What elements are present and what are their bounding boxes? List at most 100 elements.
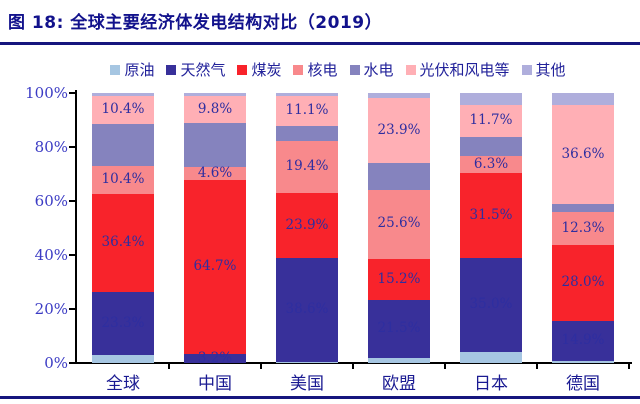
segment-2-6 <box>276 93 338 96</box>
bar-slot-4: 11.7% 6.3% 31.5% 35.0% <box>445 93 537 363</box>
segment-label-1-2: 64.7% <box>193 258 237 275</box>
y-tick-label-1: 20% <box>34 300 68 318</box>
bar-area: 10.4% 10.4% 36.4% 23.3% 9.8% 4.6% 64.7% 3.2% 11.… <box>77 93 629 364</box>
segment-5-4 <box>552 203 614 212</box>
x-tick-5 <box>536 364 538 369</box>
segment-label-2-5: 11.1% <box>285 101 329 118</box>
y-tick-label-3: 60% <box>34 192 68 210</box>
segment-0-3: 10.4% <box>92 165 154 194</box>
segment-5-5: 36.6% <box>552 104 614 204</box>
segment-2-0 <box>276 361 338 363</box>
segment-label-4-3: 6.3% <box>473 155 509 172</box>
segment-label-4-1: 35.0% <box>469 296 513 313</box>
segment-4-4 <box>460 136 522 156</box>
category-label-2: 美国 <box>290 374 324 394</box>
legend-swatch-1 <box>166 64 177 75</box>
legend-item-1: 天然气 <box>166 59 225 80</box>
segment-4-3: 6.3% <box>460 155 522 173</box>
segment-2-3: 19.4% <box>276 140 338 194</box>
legend-item-3: 核电 <box>293 59 338 80</box>
segment-label-1-5: 9.8% <box>197 100 233 117</box>
segment-label-2-1: 38.6% <box>285 301 329 318</box>
segment-2-5: 11.1% <box>276 95 338 126</box>
legend-swatch-3 <box>293 64 304 75</box>
segment-1-2: 64.7% <box>184 179 246 355</box>
segment-label-5-5: 36.6% <box>561 145 605 162</box>
y-tick-2 <box>69 254 76 256</box>
segment-0-2: 36.4% <box>92 193 154 293</box>
bar-slot-5: 36.6% 12.3% 28.0% 14.9% <box>537 93 629 363</box>
segment-5-6 <box>552 93 614 105</box>
segment-3-3: 25.6% <box>368 189 430 259</box>
segment-label-0-2: 36.4% <box>101 234 145 251</box>
legend-label-0: 原油 <box>124 61 155 79</box>
segment-1-3: 4.6% <box>184 166 246 180</box>
segment-label-5-1: 14.9% <box>561 331 605 348</box>
segment-5-0 <box>552 360 614 363</box>
segment-label-3-5: 23.9% <box>377 121 421 138</box>
segment-5-3: 12.3% <box>552 211 614 245</box>
legend-item-6: 其他 <box>521 59 566 80</box>
legend-swatch-6 <box>521 64 532 75</box>
legend-label-6: 其他 <box>535 61 566 79</box>
stacked-bar-2: 11.1% 19.4% 23.9% 38.6% <box>276 93 338 363</box>
segment-4-5: 11.7% <box>460 105 522 137</box>
legend-swatch-4 <box>349 64 360 75</box>
category-label-5: 德国 <box>566 374 600 394</box>
legend-label-5: 光伏和风电等 <box>419 61 510 79</box>
x-tick-1 <box>168 364 170 369</box>
y-tick-1 <box>69 308 76 310</box>
segment-3-4 <box>368 162 430 190</box>
segment-label-0-3: 10.4% <box>101 171 145 188</box>
segment-2-2: 23.9% <box>276 193 338 258</box>
chart-legend: 原油 天然气 煤炭 核电 水电 光伏和风电等 其他 <box>60 59 616 80</box>
y-tick-label-0: 0% <box>44 354 68 372</box>
stacked-bar-1: 9.8% 4.6% 64.7% 3.2% <box>184 93 246 364</box>
segment-label-2-2: 23.9% <box>285 216 329 233</box>
category-label-1: 中国 <box>198 374 232 394</box>
bar-slot-0: 10.4% 10.4% 36.4% 23.3% <box>77 93 169 363</box>
legend-item-0: 原油 <box>110 59 154 80</box>
bar-slot-3: 23.9% 25.6% 15.2% 21.5% <box>353 93 445 363</box>
segment-2-1: 38.6% <box>276 257 338 362</box>
y-tick-5 <box>69 92 76 94</box>
segment-5-1: 14.9% <box>552 320 614 361</box>
segment-label-0-1: 23.3% <box>101 314 145 331</box>
x-axis-labels: 全球 中国 美国 欧盟 日本 德国 <box>77 369 629 394</box>
segment-label-0-5: 10.4% <box>101 100 145 117</box>
segment-3-1: 21.5% <box>368 299 430 358</box>
legend-item-4: 水电 <box>349 59 394 80</box>
legend-swatch-0 <box>110 64 121 75</box>
segment-label-3-1: 21.5% <box>377 320 421 337</box>
x-tick-4 <box>444 364 446 369</box>
segment-4-6 <box>460 93 522 106</box>
x-axis-line <box>70 362 632 364</box>
segment-4-1: 35.0% <box>460 257 522 353</box>
category-label-0: 全球 <box>106 374 140 394</box>
segment-4-0 <box>460 352 522 363</box>
bar-slot-2: 11.1% 19.4% 23.9% 38.6% <box>261 93 353 363</box>
segment-label-3-2: 15.2% <box>377 270 421 287</box>
segment-3-6 <box>368 93 430 99</box>
stacked-bar-3: 23.9% 25.6% 15.2% 21.5% <box>368 93 430 363</box>
top-divider <box>0 42 640 45</box>
stacked-bar-0: 10.4% 10.4% 36.4% 23.3% <box>92 93 154 363</box>
segment-3-5: 23.9% <box>368 98 430 163</box>
segment-0-4 <box>92 123 154 166</box>
category-label-4: 日本 <box>474 374 508 394</box>
segment-1-4 <box>184 122 246 168</box>
x-tick-6 <box>628 364 630 369</box>
y-tick-3 <box>69 200 76 202</box>
legend-swatch-5 <box>405 64 416 75</box>
segment-1-5: 9.8% <box>184 96 246 123</box>
segment-3-2: 15.2% <box>368 258 430 300</box>
bottom-divider <box>0 396 640 399</box>
category-label-3: 欧盟 <box>382 374 416 394</box>
legend-swatch-2 <box>237 64 248 75</box>
segment-label-2-3: 19.4% <box>285 158 329 175</box>
legend-label-1: 天然气 <box>180 61 226 79</box>
y-tick-label-4: 80% <box>34 138 68 156</box>
segment-label-4-5: 11.7% <box>469 112 513 129</box>
segment-3-0 <box>368 357 430 363</box>
segment-label-5-2: 28.0% <box>561 274 605 291</box>
